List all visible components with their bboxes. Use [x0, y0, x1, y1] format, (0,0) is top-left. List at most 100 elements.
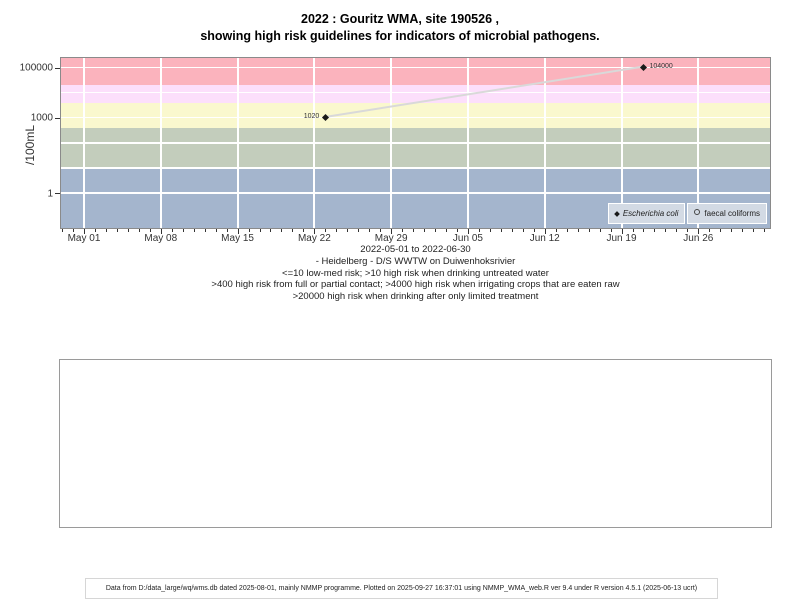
x-minor-tick: [566, 229, 568, 232]
x-minor-tick: [270, 229, 272, 232]
x-minor-tick: [687, 229, 689, 232]
y-tick-label: 100000: [19, 62, 53, 74]
x-major-tick: [314, 229, 316, 234]
x-minor-tick: [259, 229, 261, 232]
x-major-tick: [237, 229, 239, 234]
x-minor-tick: [610, 229, 612, 232]
subtitle-risk-line2: >400 high risk from full or partial cont…: [211, 279, 620, 291]
x-minor-tick: [402, 229, 404, 232]
x-minor-tick: [105, 229, 107, 232]
y-gridline: [61, 116, 770, 119]
x-minor-tick: [325, 229, 327, 232]
x-minor-tick: [731, 229, 733, 232]
x-minor-tick: [62, 229, 64, 232]
x-minor-tick: [599, 229, 601, 232]
x-minor-tick: [720, 229, 722, 232]
chart-title-line1: 2022 : Gouritz WMA, site 190526 ,: [301, 12, 499, 26]
x-major-tick: [84, 229, 85, 234]
y-tick: [55, 117, 60, 119]
x-minor-tick: [676, 229, 678, 232]
y-axis-title: /100mL: [23, 124, 37, 166]
x-minor-tick: [522, 229, 524, 232]
x-major-tick: [160, 229, 162, 234]
x-minor-tick: [248, 229, 250, 232]
subtitle-risk-line3: >20000 high risk when drinking after onl…: [292, 291, 539, 303]
x-tick-label: Jun 19: [606, 233, 637, 244]
x-minor-tick: [127, 229, 129, 232]
x-tick-label: May 29: [374, 233, 408, 244]
x-minor-tick: [632, 229, 634, 232]
legend-item-escherichia-coli: Escherichia coli: [607, 203, 686, 224]
x-minor-tick: [588, 229, 590, 232]
x-minor-tick: [764, 229, 766, 232]
subtitle-date-range: 2022-05-01 to 2022-06-30: [360, 244, 471, 255]
x-minor-tick: [478, 229, 480, 232]
x-tick-label: May 08: [144, 233, 178, 244]
x-minor-tick: [380, 229, 382, 232]
x-gridline: [236, 58, 239, 228]
risk-band: [61, 58, 770, 86]
x-tick-label: Jun 12: [529, 233, 560, 244]
subtitle-site: - Heidelberg - D/S WWTW on Duiwenhoksriv…: [315, 255, 516, 267]
risk-band: [61, 85, 770, 103]
risk-band: [61, 127, 770, 168]
x-minor-tick: [94, 229, 96, 232]
x-minor-tick: [292, 229, 294, 232]
x-minor-tick: [358, 229, 360, 232]
x-minor-tick: [446, 229, 447, 232]
y-gridline: [61, 192, 770, 194]
x-gridline: [543, 58, 546, 228]
x-minor-tick: [226, 229, 228, 232]
x-minor-tick: [533, 229, 535, 232]
filled-diamond-icon: [614, 210, 620, 217]
x-minor-tick: [73, 229, 75, 232]
y-gridline: [61, 66, 770, 69]
x-minor-tick: [742, 229, 744, 232]
chart-title-line2: showing high risk guidelines for indicat…: [200, 29, 600, 43]
x-minor-tick: [654, 229, 656, 232]
subtitle-block: 2022-05-01 to 2022-06-30 - Heidelberg - …: [61, 244, 770, 303]
x-minor-tick: [193, 229, 195, 232]
footer-text: Data from D:/data_large/wq/wms.db dated …: [105, 585, 698, 592]
x-minor-tick: [665, 229, 667, 232]
x-gridline: [390, 58, 393, 228]
data-point-label: 104000: [649, 63, 673, 71]
legend-item-faecal-coliforms: faecal coliforms: [687, 203, 767, 224]
x-major-tick: [698, 229, 700, 234]
x-minor-tick: [577, 229, 579, 232]
x-tick-label: Jun 05: [452, 233, 483, 244]
subtitle-risk-line1: <=10 low-med risk; >10 high risk when dr…: [282, 267, 549, 279]
data-point-label: 1020: [303, 113, 320, 121]
x-gridline: [697, 58, 700, 228]
x-tick-label: May 15: [221, 233, 254, 244]
footer: Data from D:/data_large/wq/wms.db dated …: [85, 578, 718, 599]
x-minor-tick: [347, 229, 349, 232]
x-minor-tick: [500, 229, 502, 232]
x-major-tick: [391, 229, 393, 234]
legend-label: Escherichia coli: [622, 209, 679, 218]
empty-panel: [59, 359, 772, 528]
x-minor-tick: [138, 229, 140, 232]
x-minor-tick: [281, 229, 283, 232]
x-minor-tick: [171, 229, 173, 232]
x-minor-tick: [643, 229, 645, 232]
x-minor-tick: [149, 229, 151, 232]
x-minor-tick: [116, 229, 118, 232]
x-minor-tick: [555, 229, 557, 232]
x-gridline: [313, 58, 316, 228]
x-tick-label: May 01: [67, 233, 101, 244]
risk-band: [61, 102, 770, 128]
x-minor-tick: [182, 229, 184, 232]
chart-area: /100mL Escherichia coli faecal coliforms…: [19, 57, 771, 244]
y-tick: [55, 193, 60, 194]
x-minor-tick: [413, 229, 415, 232]
x-gridline: [83, 58, 85, 228]
y-gridline: [61, 142, 770, 144]
x-tick-label: Jun 26: [683, 233, 714, 244]
open-circle-icon: [694, 208, 701, 215]
x-minor-tick: [303, 229, 305, 232]
x-minor-tick: [511, 229, 513, 232]
y-gridline: [61, 167, 770, 169]
x-minor-tick: [489, 229, 491, 232]
x-minor-tick: [336, 229, 338, 232]
